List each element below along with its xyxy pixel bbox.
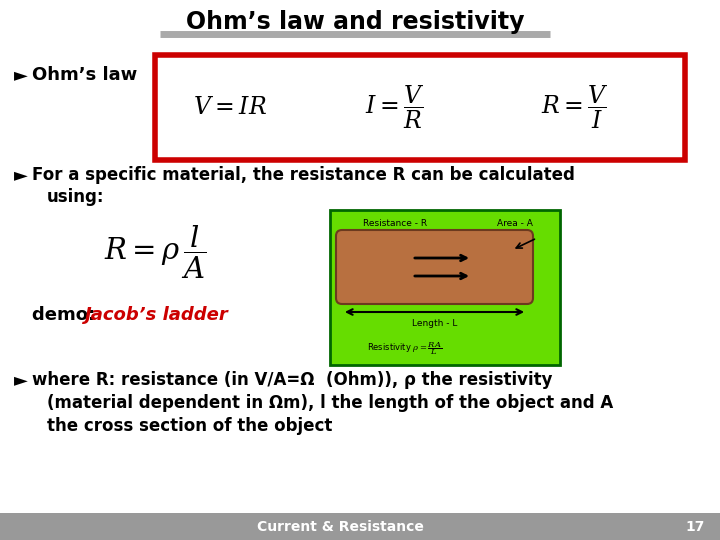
Text: ►: ► <box>14 371 28 389</box>
Text: Ohm’s law and resistivity: Ohm’s law and resistivity <box>186 10 524 34</box>
Text: Resistivity $\rho = \dfrac{RA}{L}$: Resistivity $\rho = \dfrac{RA}{L}$ <box>367 341 443 357</box>
Text: $R = \dfrac{V}{I}$: $R = \dfrac{V}{I}$ <box>541 83 609 131</box>
FancyBboxPatch shape <box>155 55 685 160</box>
FancyBboxPatch shape <box>336 230 533 304</box>
Text: Ohm’s law: Ohm’s law <box>32 66 138 84</box>
Text: (material dependent in Ωm), l the length of the object and A: (material dependent in Ωm), l the length… <box>47 394 613 412</box>
Text: Jacob’s ladder: Jacob’s ladder <box>85 306 229 324</box>
Text: demo:: demo: <box>32 306 102 324</box>
Text: For a specific material, the resistance R can be calculated: For a specific material, the resistance … <box>32 166 575 184</box>
Text: $R = \rho\,\dfrac{l}{A}$: $R = \rho\,\dfrac{l}{A}$ <box>104 224 207 281</box>
Text: Resistance - R: Resistance - R <box>363 219 427 227</box>
Text: $I = \dfrac{V}{R}$: $I = \dfrac{V}{R}$ <box>365 83 425 131</box>
FancyBboxPatch shape <box>0 513 720 540</box>
Text: Current & Resistance: Current & Resistance <box>256 520 423 534</box>
Text: $V = IR$: $V = IR$ <box>193 95 267 119</box>
Text: Length - L: Length - L <box>412 320 457 328</box>
Text: ►: ► <box>14 66 28 84</box>
Text: ►: ► <box>14 166 28 184</box>
Text: using:: using: <box>47 188 104 206</box>
Text: 17: 17 <box>685 520 705 534</box>
Text: Area - A: Area - A <box>497 219 533 227</box>
Text: where R: resistance (in V/A=Ω  (Ohm)), ρ the resistivity: where R: resistance (in V/A=Ω (Ohm)), ρ … <box>32 371 552 389</box>
FancyBboxPatch shape <box>330 210 560 365</box>
Text: the cross section of the object: the cross section of the object <box>47 417 333 435</box>
